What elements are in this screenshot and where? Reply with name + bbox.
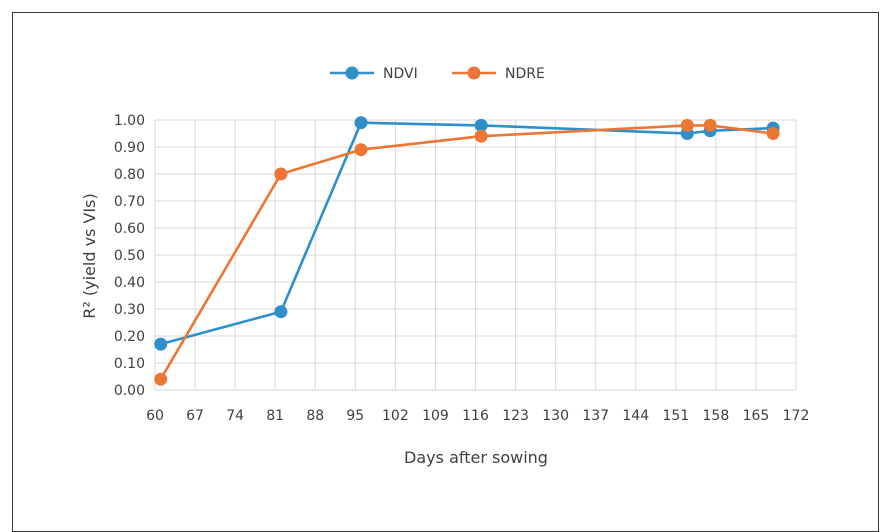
y-tick-label: 1.00 xyxy=(114,113,145,129)
x-tick-label: 116 xyxy=(462,408,489,424)
x-tick-label: 172 xyxy=(783,408,810,424)
x-tick-label: 88 xyxy=(306,408,324,424)
grid-lines xyxy=(154,119,797,391)
x-tick-label: 123 xyxy=(502,408,529,424)
x-tick-label: 144 xyxy=(622,408,649,424)
y-axis-title: R² (yield vs VIs) xyxy=(80,193,99,318)
x-tick-label: 158 xyxy=(703,408,730,424)
y-tick-label: 0.10 xyxy=(114,356,145,372)
series-lines xyxy=(159,121,774,380)
chart-frame xyxy=(12,12,879,532)
y-tick-label: 0.20 xyxy=(114,329,145,345)
data-point-ndvi xyxy=(274,305,288,319)
x-axis-title: Days after sowing xyxy=(404,448,548,467)
x-tick-label: 95 xyxy=(346,408,364,424)
data-point-ndvi xyxy=(354,116,368,130)
legend: NDVI NDRE xyxy=(330,66,545,82)
data-point-ndre xyxy=(154,372,168,386)
legend-label: NDVI xyxy=(383,66,418,82)
x-tick-label: 74 xyxy=(226,408,244,424)
legend-label: NDRE xyxy=(505,66,545,82)
data-point-ndre xyxy=(274,167,288,181)
legend-item-ndvi: NDVI xyxy=(330,66,418,82)
series-line-ndre xyxy=(159,124,774,380)
line-chart: 0.00 0.10 0.20 0.30 0.40 0.50 0.60 0.70 0.80 0.90… xyxy=(80,66,809,467)
legend-swatch-marker xyxy=(467,66,481,80)
x-tick-label: 102 xyxy=(382,408,409,424)
x-tick-label: 151 xyxy=(662,408,689,424)
y-tick-label: 0.00 xyxy=(114,383,145,399)
x-tick-labels: 60 67 74 81 88 95 102 109 116 123 130 137 144 151 158 1… xyxy=(146,408,809,424)
data-point-ndre xyxy=(354,143,368,157)
data-point-ndre xyxy=(703,118,717,132)
x-tick-label: 165 xyxy=(743,408,770,424)
y-tick-label: 0.40 xyxy=(114,275,145,291)
data-point-ndvi xyxy=(474,118,488,132)
x-tick-label: 81 xyxy=(266,408,284,424)
y-tick-label: 0.30 xyxy=(114,302,145,318)
data-point-ndre xyxy=(766,127,780,140)
x-tick-label: 60 xyxy=(146,408,164,424)
legend-item-ndre: NDRE xyxy=(452,66,545,82)
y-tick-label: 0.90 xyxy=(114,140,145,156)
series-points xyxy=(154,116,780,386)
x-tick-label: 130 xyxy=(542,408,569,424)
legend-swatch-marker xyxy=(345,66,359,80)
y-tick-label: 0.60 xyxy=(114,221,145,237)
y-tick-label: 0.70 xyxy=(114,194,145,210)
x-tick-label: 137 xyxy=(582,408,609,424)
data-point-ndre xyxy=(474,129,488,143)
y-tick-labels: 0.00 0.10 0.20 0.30 0.40 0.50 0.60 0.70 0.80 0.90… xyxy=(114,113,145,399)
y-tick-label: 0.80 xyxy=(114,167,145,183)
data-point-ndre xyxy=(680,118,694,132)
y-tick-label: 0.50 xyxy=(114,248,145,264)
series-line-ndvi xyxy=(160,121,774,346)
x-tick-label: 67 xyxy=(186,408,204,424)
data-point-ndvi xyxy=(154,337,168,351)
x-tick-label: 109 xyxy=(422,408,449,424)
